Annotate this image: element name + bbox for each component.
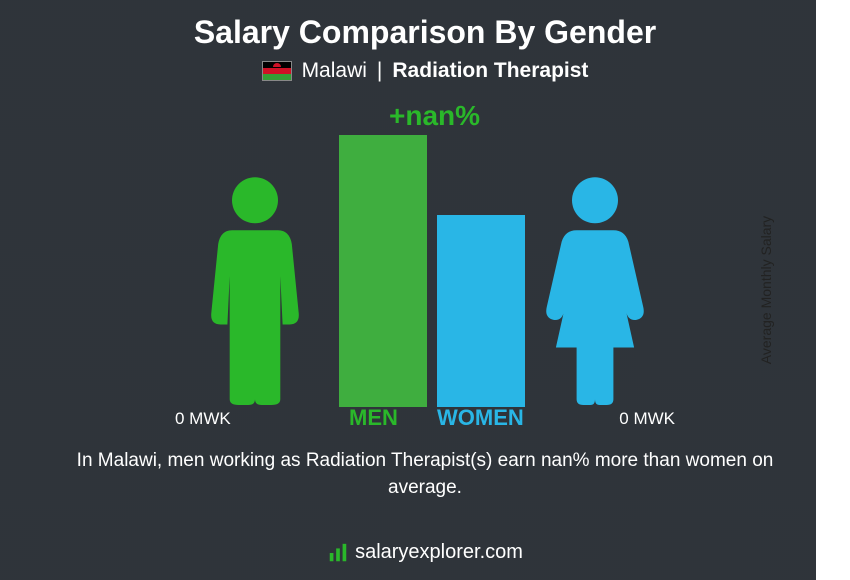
separator: | bbox=[377, 59, 382, 83]
footer: salaryexplorer.com bbox=[0, 541, 850, 564]
chart-icon bbox=[327, 542, 349, 564]
flag-icon bbox=[262, 61, 292, 81]
chart-title: Salary Comparison By Gender bbox=[0, 0, 850, 51]
job-label: Radiation Therapist bbox=[392, 59, 588, 83]
chart-area: +nan% 0 MWK MEN WOMEN 0 MWK bbox=[145, 100, 705, 435]
bar-women bbox=[437, 215, 525, 407]
caption-text: In Malawi, men working as Radiation Ther… bbox=[0, 448, 850, 501]
yaxis-label: Average Monthly Salary bbox=[758, 216, 774, 364]
women-value: 0 MWK bbox=[619, 409, 675, 429]
delta-label: +nan% bbox=[389, 100, 480, 132]
content: Salary Comparison By Gender Malawi | Rad… bbox=[0, 0, 850, 580]
women-label: WOMEN bbox=[437, 405, 524, 431]
male-icon bbox=[195, 175, 315, 405]
chart-subtitle: Malawi | Radiation Therapist bbox=[0, 59, 850, 83]
bar-men bbox=[339, 135, 427, 407]
men-label: MEN bbox=[349, 405, 398, 431]
female-icon bbox=[535, 175, 655, 405]
country-label: Malawi bbox=[302, 59, 367, 83]
site-label: salaryexplorer.com bbox=[355, 541, 523, 564]
men-value: 0 MWK bbox=[175, 409, 231, 429]
